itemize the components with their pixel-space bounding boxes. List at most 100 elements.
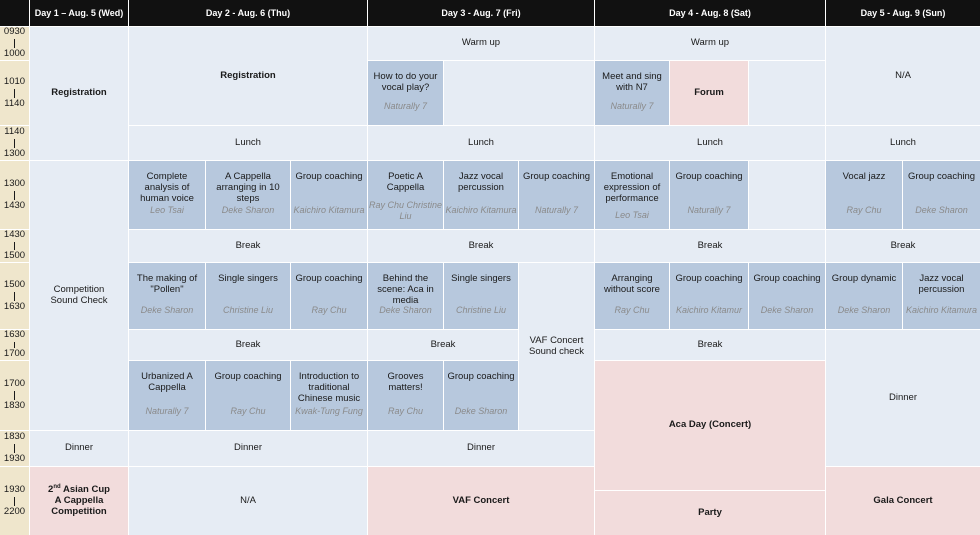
corner-header bbox=[0, 0, 29, 26]
time-start: 1700 bbox=[3, 378, 26, 390]
time-start: 1830 bbox=[3, 431, 26, 443]
time-start: 1500 bbox=[3, 278, 26, 290]
day2-break-2: Break bbox=[129, 330, 367, 360]
cup-text: Asian Cup bbox=[60, 484, 110, 496]
day2-lunch: Lunch bbox=[129, 126, 367, 160]
day1-asian-cup: 2nd Asian Cup A Cappella Competition bbox=[30, 467, 128, 535]
session-title: Vocal jazz bbox=[842, 171, 886, 182]
day4-forum: Forum bbox=[670, 61, 748, 125]
time-slot-1010: 1010 1140 bbox=[0, 61, 29, 125]
day4-lunch: Lunch bbox=[595, 126, 825, 160]
cup-line2: A Cappella bbox=[54, 495, 104, 507]
session-speaker: Christine Liu bbox=[455, 304, 507, 315]
day3-warmup: Warm up bbox=[368, 27, 594, 60]
time-slot-1830: 1830 1930 bbox=[0, 431, 29, 466]
day2-session-pollen: The making of "Pollen" Deke Sharon bbox=[129, 263, 205, 329]
time-slot-1700: 1700 1830 bbox=[0, 361, 29, 430]
session-speaker: Leo Tsai bbox=[615, 209, 649, 220]
day4-break-1: Break bbox=[595, 230, 825, 262]
cup-line1: 2nd Asian Cup bbox=[48, 484, 110, 496]
day3-session-single-singers: Single singers Christine Liu bbox=[444, 263, 518, 329]
time-start: 1010 bbox=[3, 75, 26, 87]
time-end: 1000 bbox=[3, 48, 26, 59]
day3-vaf-sound-check: VAF Concert Sound check bbox=[519, 263, 594, 430]
time-bar bbox=[14, 291, 15, 301]
session-title: Group coaching bbox=[447, 371, 515, 382]
day5-session-group-dynamic: Group dynamic Deke Sharon bbox=[826, 263, 902, 329]
session-speaker: Kaichiro Kitamur bbox=[675, 304, 743, 315]
session-speaker: Ray Chu bbox=[230, 405, 266, 416]
day2-session-group-coaching-2: Group coaching Ray Chu bbox=[291, 263, 367, 329]
day5-lunch: Lunch bbox=[826, 126, 980, 160]
session-speaker: Naturally 7 bbox=[145, 405, 189, 416]
day4-party: Party bbox=[595, 491, 825, 535]
session-title: Behind the scene: Aca in media bbox=[377, 273, 434, 306]
day5-break-1: Break bbox=[826, 230, 980, 262]
day3-empty-morning bbox=[444, 61, 594, 125]
session-speaker: Christine Liu bbox=[222, 304, 274, 315]
session-title: The making of "Pollen" bbox=[136, 273, 198, 295]
day1-competition-sound-check: Competition Sound Check bbox=[30, 161, 128, 430]
session-title: Group coaching bbox=[295, 273, 363, 284]
day5-session-jazz-percussion: Jazz vocal percussion Kaichiro Kitamura bbox=[903, 263, 980, 329]
day4-session-emotional: Emotional expression of performance Leo … bbox=[595, 161, 669, 229]
day2-registration: Registration bbox=[129, 27, 367, 125]
session-title: Group coaching bbox=[522, 171, 591, 182]
session-title: How to do your vocal play? bbox=[373, 71, 438, 93]
cup-line3: Competition bbox=[51, 506, 107, 518]
time-start: 1630 bbox=[3, 329, 26, 340]
time-slot-1630: 1630 1700 bbox=[0, 329, 29, 360]
time-bar bbox=[14, 190, 15, 200]
session-speaker: Ray Chu bbox=[614, 304, 650, 315]
day3-dinner: Dinner bbox=[368, 431, 594, 466]
day5-session-group-coaching: Group coaching Deke Sharon bbox=[903, 161, 980, 229]
session-title: Group coaching bbox=[753, 273, 821, 284]
session-speaker: Naturally 7 bbox=[687, 204, 731, 215]
day1-registration: Registration bbox=[30, 27, 128, 160]
session-title: Group coaching bbox=[907, 171, 976, 182]
session-speaker: Naturally 7 bbox=[610, 100, 654, 111]
time-slot-1430: 1430 1500 bbox=[0, 229, 29, 262]
time-end: 1300 bbox=[3, 147, 26, 159]
competition-line2: Sound Check bbox=[50, 294, 108, 306]
day2-session-chinese-music: Introduction to traditional Chinese musi… bbox=[291, 361, 367, 430]
day2-session-urbanized: Urbanized A Cappella Naturally 7 bbox=[129, 361, 205, 430]
session-title: Introduction to traditional Chinese musi… bbox=[297, 371, 361, 404]
day2-break-1: Break bbox=[129, 230, 367, 262]
session-speaker: Naturally 7 bbox=[534, 204, 579, 215]
time-end: 1500 bbox=[3, 250, 26, 262]
session-title: Single singers bbox=[451, 273, 511, 284]
time-start: 1300 bbox=[3, 177, 26, 189]
time-bar bbox=[14, 241, 15, 251]
day3-session-poetic: Poetic A Cappella Ray Chu Christine Liu bbox=[368, 161, 443, 229]
time-start: 1430 bbox=[3, 229, 26, 240]
session-title: Poetic A Cappella bbox=[386, 171, 425, 193]
time-bar bbox=[14, 496, 15, 506]
time-start: 0930 bbox=[3, 26, 26, 38]
session-title: Emotional expression of performance bbox=[603, 171, 661, 204]
session-speaker: Deke Sharon bbox=[221, 204, 275, 215]
day2-session-group-coaching-1: Group coaching Kaichiro Kitamura bbox=[291, 161, 367, 229]
time-end: 1930 bbox=[3, 453, 26, 464]
time-bar bbox=[14, 444, 15, 453]
session-speaker: Deke Sharon bbox=[454, 405, 508, 416]
session-speaker: Ray Chu bbox=[311, 304, 347, 315]
session-speaker: Ray Chu bbox=[846, 204, 882, 215]
day4-session-group-coaching-3: Group coaching Deke Sharon bbox=[749, 263, 825, 329]
day1-dinner: Dinner bbox=[30, 431, 128, 466]
time-slot-1300: 1300 1430 bbox=[0, 161, 29, 229]
day5-na: N/A bbox=[826, 27, 980, 125]
day4-break-2: Break bbox=[595, 330, 825, 360]
day1-header: Day 1 – Aug. 5 (Wed) bbox=[30, 0, 128, 26]
session-title: Meet and sing with N7 bbox=[602, 71, 662, 93]
day3-session-group-coaching-1: Group coaching Naturally 7 bbox=[519, 161, 594, 229]
session-speaker: Ray Chu bbox=[387, 405, 423, 416]
day3-break-2: Break bbox=[368, 330, 518, 360]
day2-header: Day 2 - Aug. 6 (Thu) bbox=[129, 0, 367, 26]
day2-session-group-coaching-3: Group coaching Ray Chu bbox=[206, 361, 290, 430]
day3-session-jazz-percussion: Jazz vocal percussion Kaichiro Kitamura bbox=[444, 161, 518, 229]
time-end: 1430 bbox=[3, 199, 26, 211]
session-title: Urbanized A Cappella bbox=[141, 371, 193, 393]
session-speaker: Naturally 7 bbox=[383, 100, 428, 111]
cup-number: 2 bbox=[48, 484, 54, 496]
